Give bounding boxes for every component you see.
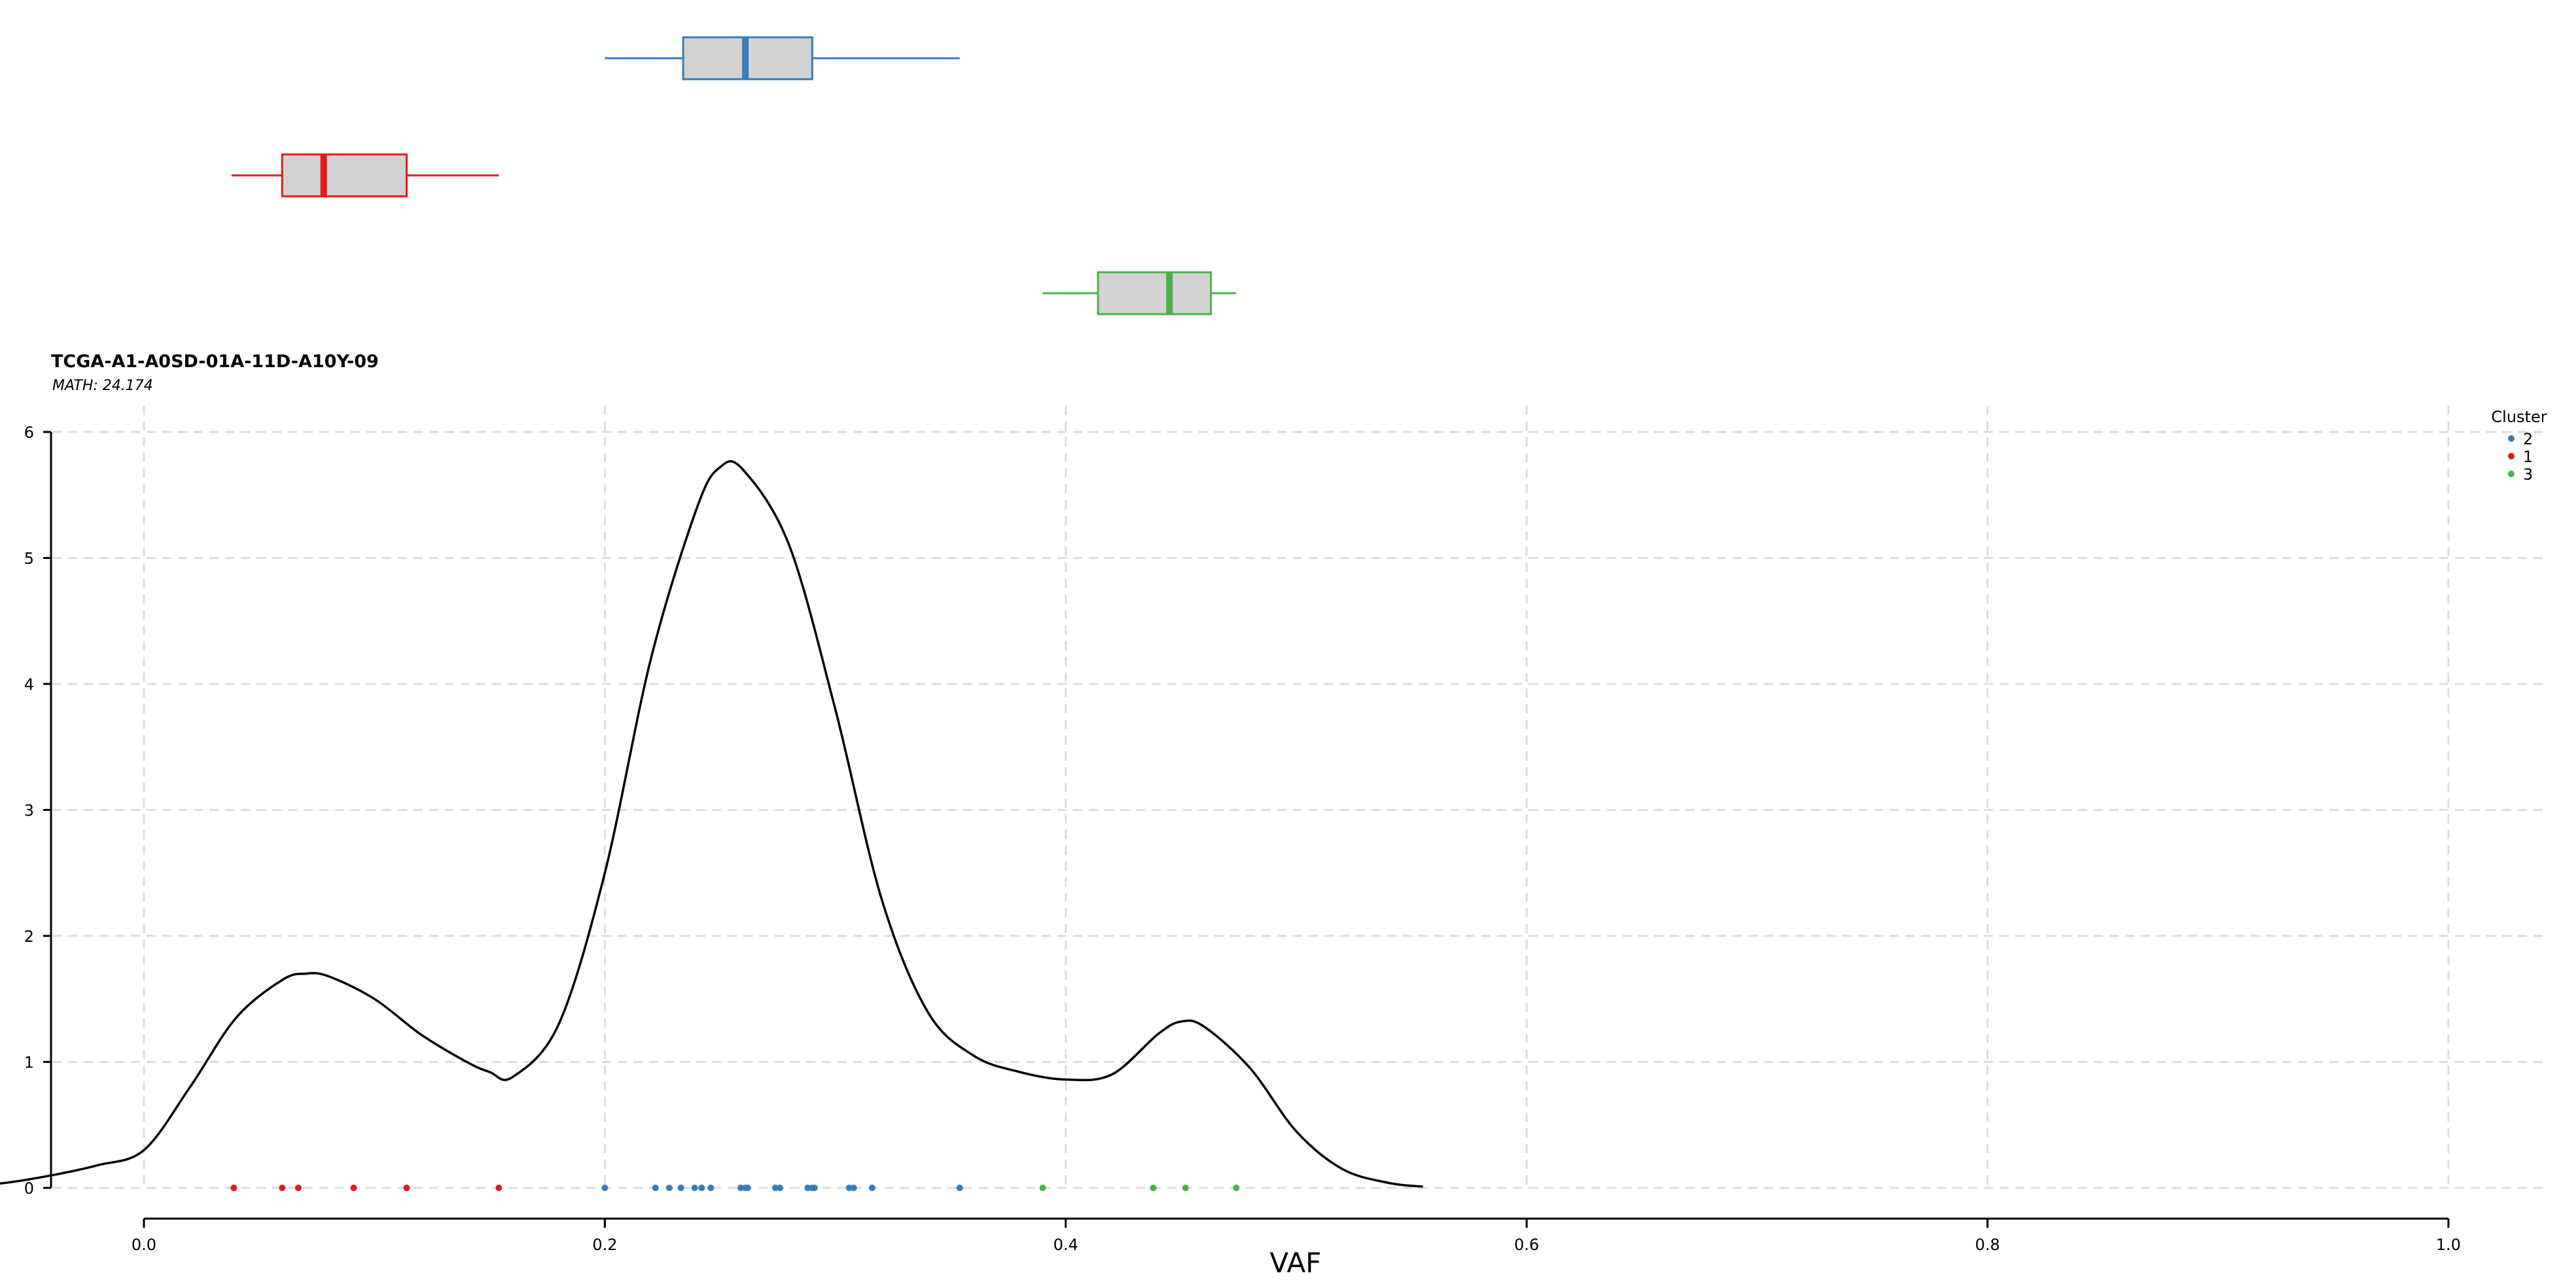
y-tick-label: 5 [24,550,34,568]
x-tick-label: 0.4 [1053,1236,1078,1254]
legend-label-2: 2 [2523,430,2533,448]
point-cluster-2 [677,1185,684,1191]
boxplot-cluster-1 [231,153,499,198]
y-tick-label: 3 [24,802,34,820]
legend-marker-1 [2508,453,2514,459]
boxplot-cluster-3 [1042,271,1237,315]
boxplot-cluster-2 [605,36,960,80]
box-iqr [1097,271,1212,315]
point-cluster-2 [845,1185,853,1191]
y-tick-label: 2 [24,927,34,946]
legend-marker-2 [2508,435,2514,442]
legend-label-3: 3 [2523,465,2533,484]
axes: 0.0 0.2 0.4 0.6 0.8 1.0 0 1 2 3 4 5 6 [24,423,2461,1254]
point-cluster-2 [691,1185,698,1191]
y-tick-label: 6 [24,423,34,442]
y-tick-label: 4 [24,675,34,694]
point-cluster-3 [1039,1185,1046,1191]
legend-label-1: 1 [2523,448,2533,466]
legend-title: Cluster [2491,408,2547,426]
point-cluster-2 [956,1185,963,1191]
point-cluster-2 [707,1185,715,1191]
point-cluster-2 [652,1185,659,1191]
point-cluster-2 [868,1185,875,1191]
x-tick-label: 0.2 [592,1236,617,1254]
point-cluster-1 [294,1185,302,1191]
legend-marker-3 [2508,471,2514,477]
x-tick-label: 0.6 [1514,1236,1539,1254]
x-tick-label: 1.0 [2436,1236,2461,1254]
density-curve [0,460,1423,1188]
point-cluster-2 [777,1185,784,1191]
chart-subtitle: MATH: 24.174 [52,378,153,394]
point-cluster-3 [1150,1185,1157,1191]
chart-title: TCGA-A1-A0SD-01A-11D-A10Y-09 [51,351,379,372]
x-tick-label: 0.0 [132,1236,156,1254]
boxplots [231,36,1237,315]
point-cluster-1 [495,1185,503,1191]
legend: Cluster 213 [2491,408,2547,484]
x-axis-label: VAF [1270,1247,1322,1279]
point-cluster-1 [350,1185,357,1191]
point-cluster-2 [698,1185,705,1191]
point-cluster-2 [811,1185,818,1191]
data-points [230,1185,1240,1191]
point-cluster-2 [850,1185,857,1191]
point-cluster-2 [666,1185,673,1191]
point-cluster-2 [744,1185,751,1191]
point-cluster-1 [403,1185,410,1191]
y-tick-label: 1 [24,1054,34,1072]
grid-lines [52,406,2545,1189]
point-cluster-3 [1182,1185,1189,1191]
box-iqr [281,153,408,198]
point-cluster-1 [279,1185,286,1191]
density-curve-group [0,460,1423,1188]
point-cluster-2 [601,1185,609,1191]
point-cluster-1 [230,1185,238,1191]
y-tick-label: 0 [24,1179,34,1198]
point-cluster-2 [737,1185,745,1191]
x-tick-label: 0.8 [1975,1236,2000,1254]
point-cluster-2 [772,1185,779,1191]
point-cluster-3 [1233,1185,1240,1191]
point-cluster-2 [804,1185,811,1191]
